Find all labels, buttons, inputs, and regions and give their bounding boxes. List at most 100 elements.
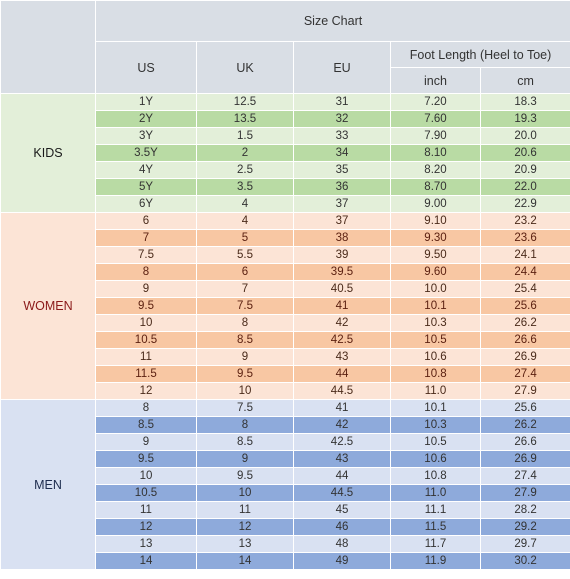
cell-uk: 8	[196, 314, 294, 332]
table-row: 5Y 3.5 36 8.70 22.0	[1, 178, 570, 196]
cell-cm: 20.9	[479, 161, 570, 179]
cell-us: 11	[95, 501, 197, 519]
cell-inch: 10.6	[390, 450, 481, 468]
cell-us: 1Y	[95, 93, 197, 111]
cell-eu: 41	[293, 297, 391, 315]
cell-inch: 11.1	[390, 501, 481, 519]
cell-uk: 9	[196, 450, 294, 468]
cell-cm: 23.2	[479, 212, 570, 230]
table-row: 9 7 40.5 10.0 25.4	[1, 280, 570, 298]
cell-inch: 10.3	[390, 314, 481, 332]
cell-uk: 14	[196, 552, 294, 570]
cell-eu: 42	[293, 314, 391, 332]
cell-us: 8	[95, 399, 197, 417]
table-row: 11 9 43 10.6 26.9	[1, 348, 570, 366]
cell-us: 11	[95, 348, 197, 366]
cell-cm: 27.9	[479, 382, 570, 400]
cell-uk: 9	[196, 348, 294, 366]
group-label-kids: KIDS	[0, 93, 96, 213]
cell-inch: 8.20	[390, 161, 481, 179]
cell-us: 10	[95, 467, 197, 485]
cell-cm: 27.4	[479, 467, 570, 485]
cell-eu: 36	[293, 178, 391, 196]
cell-eu: 43	[293, 450, 391, 468]
cell-cm: 26.6	[479, 331, 570, 349]
table-row: 4Y 2.5 35 8.20 20.9	[1, 161, 570, 179]
cell-eu: 33	[293, 127, 391, 145]
cell-uk: 4	[196, 212, 294, 230]
cell-inch: 9.50	[390, 246, 481, 264]
cell-uk: 9.5	[196, 467, 294, 485]
cell-cm: 28.2	[479, 501, 570, 519]
column-header-uk: UK	[196, 41, 294, 94]
table-row: 8.5 8 42 10.3 26.2	[1, 416, 570, 434]
cell-eu: 44.5	[293, 484, 391, 502]
cell-inch: 11.9	[390, 552, 481, 570]
column-header-inch: inch	[390, 67, 481, 94]
table-row: 9.5 7.5 41 10.1 25.6	[1, 297, 570, 315]
table-row: 9.5 9 43 10.6 26.9	[1, 450, 570, 468]
header-corner	[0, 0, 96, 94]
cell-uk: 7	[196, 280, 294, 298]
cell-uk: 13.5	[196, 110, 294, 128]
cell-inch: 10.1	[390, 399, 481, 417]
cell-us: 12	[95, 518, 197, 536]
cell-inch: 10.1	[390, 297, 481, 315]
cell-uk: 11	[196, 501, 294, 519]
cell-cm: 20.6	[479, 144, 570, 162]
table-row: 7 5 38 9.30 23.6	[1, 229, 570, 247]
cell-inch: 9.30	[390, 229, 481, 247]
size-chart-body: KIDS 1Y 12.5 31 7.20 18.3 2Y 13.5 32 7.60 19.3 3Y 1.…	[0, 93, 570, 570]
cell-inch: 7.90	[390, 127, 481, 145]
cell-inch: 8.10	[390, 144, 481, 162]
table-title: Size Chart	[94, 0, 570, 42]
cell-uk: 8.5	[196, 331, 294, 349]
cell-us: 9	[95, 280, 197, 298]
table-row: 10.5 8.5 42.5 10.5 26.6	[1, 331, 570, 349]
cell-us: 8.5	[95, 416, 197, 434]
table-row: 2Y 13.5 32 7.60 19.3	[1, 110, 570, 128]
cell-eu: 44.5	[293, 382, 391, 400]
cell-cm: 20.0	[479, 127, 570, 145]
table-row: 10 8 42 10.3 26.2	[1, 314, 570, 332]
cell-inch: 9.00	[390, 195, 481, 213]
cell-cm: 22.0	[479, 178, 570, 196]
cell-uk: 9.5	[196, 365, 294, 383]
cell-uk: 1.5	[196, 127, 294, 145]
cell-us: 14	[95, 552, 197, 570]
cell-inch: 11.5	[390, 518, 481, 536]
column-header-cm: cm	[479, 67, 570, 94]
cell-inch: 7.20	[390, 93, 481, 111]
cell-uk: 7.5	[196, 399, 294, 417]
table-row: 8 6 39.5 9.60 24.4	[1, 263, 570, 281]
cell-inch: 10.8	[390, 467, 481, 485]
cell-uk: 8.5	[196, 433, 294, 451]
cell-cm: 30.2	[479, 552, 570, 570]
table-row: 13 13 48 11.7 29.7	[1, 535, 570, 553]
cell-eu: 48	[293, 535, 391, 553]
cell-inch: 10.8	[390, 365, 481, 383]
cell-us: 3.5Y	[95, 144, 197, 162]
cell-inch: 10.0	[390, 280, 481, 298]
cell-uk: 6	[196, 263, 294, 281]
table-row: 11 11 45 11.1 28.2	[1, 501, 570, 519]
cell-us: 11.5	[95, 365, 197, 383]
cell-uk: 3.5	[196, 178, 294, 196]
cell-eu: 44	[293, 467, 391, 485]
cell-eu: 34	[293, 144, 391, 162]
cell-eu: 44	[293, 365, 391, 383]
cell-us: 13	[95, 535, 197, 553]
cell-cm: 26.9	[479, 348, 570, 366]
cell-cm: 26.2	[479, 314, 570, 332]
cell-cm: 25.6	[479, 297, 570, 315]
cell-uk: 12	[196, 518, 294, 536]
cell-eu: 32	[293, 110, 391, 128]
cell-us: 9.5	[95, 297, 197, 315]
cell-inch: 11.0	[390, 382, 481, 400]
table-row: 9 8.5 42.5 10.5 26.6	[1, 433, 570, 451]
cell-eu: 42.5	[293, 433, 391, 451]
column-header-us: US	[95, 41, 197, 94]
cell-eu: 37	[293, 212, 391, 230]
cell-eu: 40.5	[293, 280, 391, 298]
